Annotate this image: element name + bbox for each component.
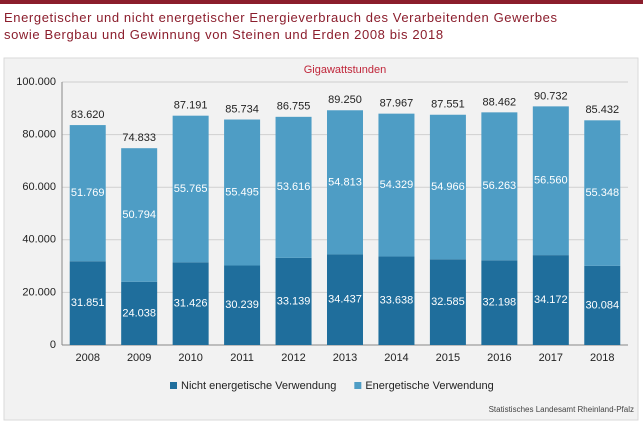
x-tick-label: 2017 [539,352,563,364]
chart-title: Energetischer und nicht energetischer En… [4,10,558,25]
x-tick-label: 2015 [436,352,460,364]
bar-segment [327,254,363,345]
chart-subtitle: sowie Bergbau und Gewinnung von Steinen … [4,27,444,42]
legend-label: Energetische Verwendung [365,380,493,392]
bar-segment [121,281,158,345]
value-label: 30.239 [225,299,259,311]
bar-segment [172,262,209,345]
top-bar [0,0,643,4]
x-tick-label: 2011 [230,352,254,364]
value-label: 32.198 [483,297,517,309]
value-label: 55.765 [174,183,208,195]
y-tick-label: 100.000 [16,76,56,88]
y-tick-label: 60.000 [22,181,56,193]
value-label: 33.139 [277,295,311,307]
bar-segment [275,257,312,345]
bar-segment [69,125,106,262]
bar-segment [224,119,261,266]
total-label: 85.432 [585,104,619,116]
bar-segment [429,114,466,260]
bar-segment [121,148,158,282]
value-label: 24.038 [122,307,156,319]
bar-segment [69,261,106,345]
value-label: 54.813 [328,176,362,188]
value-label: 50.794 [122,209,156,221]
x-tick-label: 2014 [384,352,408,364]
x-tick-label: 2009 [127,352,151,364]
x-tick-label: 2012 [281,352,305,364]
value-label: 53.616 [277,181,311,193]
total-label: 85.734 [225,103,259,115]
plot-background [3,57,639,421]
value-label: 33.638 [380,295,414,307]
total-label: 87.191 [174,100,208,112]
bar-segment [481,112,518,261]
legend-swatch [354,382,362,389]
value-label: 56.560 [534,175,568,187]
value-label: 34.437 [328,294,362,306]
total-label: 87.551 [431,99,465,111]
value-label: 31.851 [71,297,105,309]
bar-segment [327,110,363,255]
value-label: 30.084 [585,299,619,311]
value-label: 32.585 [431,296,465,308]
total-label: 89.250 [328,94,362,106]
legend-swatch [170,382,177,389]
y-tick-label: 0 [50,339,56,351]
value-label: 56.263 [483,180,517,192]
bar-segment [429,259,466,345]
bar-segment [584,265,621,345]
y-tick-label: 20.000 [22,286,56,298]
total-label: 74.833 [122,132,156,144]
legend-label: Nicht energetische Verwendung [181,380,336,392]
total-label: 87.967 [380,98,414,110]
x-tick-label: 2008 [75,352,99,364]
value-label: 34.172 [534,294,568,306]
bar-segment [378,113,415,257]
value-label: 54.329 [380,179,414,191]
value-label: 31.426 [174,298,208,310]
bar-segment [224,265,261,345]
value-label: 54.966 [431,181,465,193]
bar-segment [584,120,621,266]
total-label: 88.462 [483,96,517,108]
total-label: 83.620 [71,109,105,121]
bar-segment [275,116,312,258]
unit-label: Gigawattstunden [304,64,387,76]
y-tick-label: 80.000 [22,129,56,141]
bar-segment [172,115,209,263]
total-label: 90.732 [534,90,568,102]
source: Statistisches Landesamt Rheinland-Pfalz [489,405,634,414]
x-tick-label: 2013 [333,352,357,364]
value-label: 51.769 [71,187,105,199]
bar-segment [532,106,569,256]
x-tick-label: 2018 [590,352,614,364]
x-tick-label: 2010 [178,352,202,364]
value-label: 55.495 [225,186,259,198]
total-label: 86.755 [277,101,311,113]
bar-segment [481,260,518,345]
y-tick-label: 40.000 [22,234,56,246]
value-label: 55.348 [585,187,619,199]
bar-segment [378,256,415,345]
bar-segment [532,255,569,345]
x-tick-label: 2016 [487,352,511,364]
